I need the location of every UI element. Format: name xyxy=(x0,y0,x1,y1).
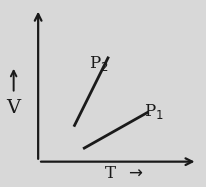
Text: P$_2$: P$_2$ xyxy=(89,54,108,73)
Text: T  $\rightarrow$: T $\rightarrow$ xyxy=(103,165,143,182)
Text: P$_1$: P$_1$ xyxy=(144,102,163,121)
Text: V: V xyxy=(7,99,21,117)
